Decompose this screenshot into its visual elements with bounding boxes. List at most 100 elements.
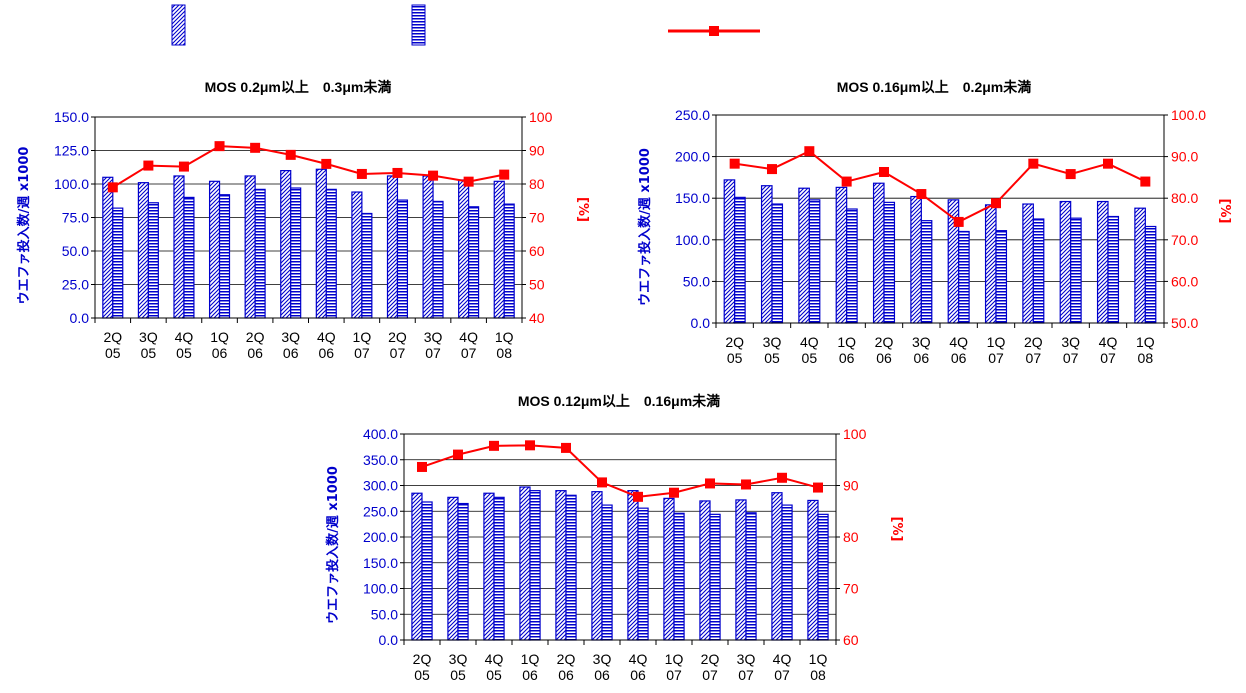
- legend-swatch-line-marker: [709, 26, 719, 36]
- line-point: [729, 158, 740, 169]
- line-point: [143, 160, 154, 171]
- y-axis-label: ウエファ投入数/週 x1000: [325, 466, 341, 624]
- x-tick-label-year: 06: [876, 350, 892, 366]
- y2-axis-label: [%]: [1217, 199, 1232, 224]
- x-tick-label-year: 07: [390, 345, 406, 361]
- y2-tick-label: 80.0: [1171, 190, 1198, 206]
- bar-horiz: [883, 201, 896, 324]
- bar-diag: [760, 185, 773, 324]
- bar-horiz: [325, 188, 337, 319]
- bar-diag: [910, 195, 922, 324]
- x-tick-label-year: 07: [774, 667, 790, 683]
- x-tick-label-year: 08: [1138, 350, 1154, 366]
- bar-diag: [447, 496, 459, 641]
- x-tick-label-year: 06: [558, 667, 574, 683]
- line-point: [214, 141, 225, 152]
- y-tick-label: 50.0: [62, 243, 89, 259]
- y-axis-label: ウエファ投入数/週 x1000: [16, 147, 32, 305]
- x-tick-label: 2Q: [557, 651, 576, 667]
- x-tick-label-year: 07: [702, 667, 718, 683]
- x-tick-label: 4Q: [1099, 334, 1118, 350]
- y2-tick-label: 100.0: [1171, 107, 1206, 123]
- y2-tick-label: 40: [529, 310, 545, 326]
- x-tick-label: 4Q: [949, 334, 968, 350]
- bar-horiz: [995, 230, 1008, 324]
- line-point: [841, 176, 852, 187]
- x-tick-label: 2Q: [701, 651, 720, 667]
- line-point: [417, 461, 427, 472]
- x-tick-label-year: 07: [354, 345, 370, 361]
- bar-diag: [519, 486, 531, 641]
- bar-horiz: [817, 513, 829, 641]
- x-tick-label: 2Q: [875, 334, 894, 350]
- bar-diag: [244, 175, 256, 319]
- line-point: [107, 182, 118, 193]
- y-tick-label: 50.0: [371, 606, 398, 622]
- bar-horiz: [503, 203, 515, 319]
- bar-diag: [591, 491, 603, 641]
- y-axis-label: ウエファ投入数/週 x1000: [637, 148, 653, 306]
- x-tick-label-year: 07: [988, 350, 1004, 366]
- y2-axis-label: [%]: [889, 517, 904, 542]
- x-tick-label: 2Q: [725, 334, 744, 350]
- x-tick-label: 1Q: [837, 334, 856, 350]
- x-tick-label: 1Q: [987, 334, 1006, 350]
- x-tick-label-year: 05: [802, 350, 818, 366]
- bar-diag: [102, 176, 114, 319]
- bar-diag: [798, 187, 810, 324]
- bar-horiz: [147, 202, 159, 319]
- bar-diag: [315, 168, 327, 319]
- line-point: [356, 168, 367, 179]
- y2-tick-label: 80: [529, 176, 545, 192]
- x-tick-label: 4Q: [175, 329, 194, 345]
- bar-diag: [835, 186, 848, 324]
- bar-horiz: [781, 504, 793, 641]
- x-tick-label-year: 07: [461, 345, 477, 361]
- line-point: [1103, 158, 1113, 169]
- y-tick-label: 50.0: [683, 273, 710, 289]
- line-point: [991, 198, 1001, 209]
- bar-horiz: [529, 490, 541, 641]
- bar-diag: [663, 497, 675, 641]
- bar-horiz: [254, 188, 266, 319]
- line-point: [428, 170, 439, 181]
- line-point: [525, 440, 535, 451]
- bar-horiz: [218, 194, 231, 319]
- bar-horiz: [734, 196, 746, 324]
- bar-diag: [173, 175, 185, 319]
- legend: [171, 4, 760, 46]
- legend-swatch-horiz-bar: [411, 4, 426, 46]
- y-tick-label: 150.0: [675, 190, 710, 206]
- x-tick-label: 4Q: [773, 651, 792, 667]
- line-point: [597, 477, 607, 488]
- bar-diag: [1096, 200, 1109, 324]
- x-tick-label-year: 08: [496, 345, 512, 361]
- line-point: [669, 487, 679, 498]
- x-tick-label: 4Q: [485, 651, 504, 667]
- x-tick-label: 3Q: [912, 334, 931, 350]
- bar-diag: [411, 492, 423, 641]
- bar-diag: [807, 499, 819, 641]
- line-point: [499, 169, 510, 180]
- y2-axis-label: [%]: [575, 197, 590, 222]
- bar-horiz: [493, 496, 505, 641]
- line-point: [777, 472, 787, 483]
- bar-diag: [555, 490, 567, 641]
- y2-tick-label: 90: [843, 478, 859, 494]
- x-tick-label-year: 07: [666, 667, 682, 683]
- bar-diag: [137, 182, 149, 319]
- x-tick-label-year: 06: [522, 667, 538, 683]
- chart-title: MOS 0.2μm以上 0.3μm未満: [205, 79, 392, 95]
- x-tick-label-year: 07: [738, 667, 754, 683]
- x-tick-label: 4Q: [800, 334, 819, 350]
- line-point: [633, 491, 643, 502]
- x-tick-label: 4Q: [459, 329, 478, 345]
- bar-horiz: [183, 196, 195, 319]
- y2-tick-label: 90.0: [1171, 149, 1198, 165]
- bar-diag: [493, 180, 505, 319]
- x-tick-label: 2Q: [1024, 334, 1043, 350]
- line-point: [813, 482, 823, 493]
- line-point: [953, 216, 964, 227]
- x-tick-label: 2Q: [103, 329, 122, 345]
